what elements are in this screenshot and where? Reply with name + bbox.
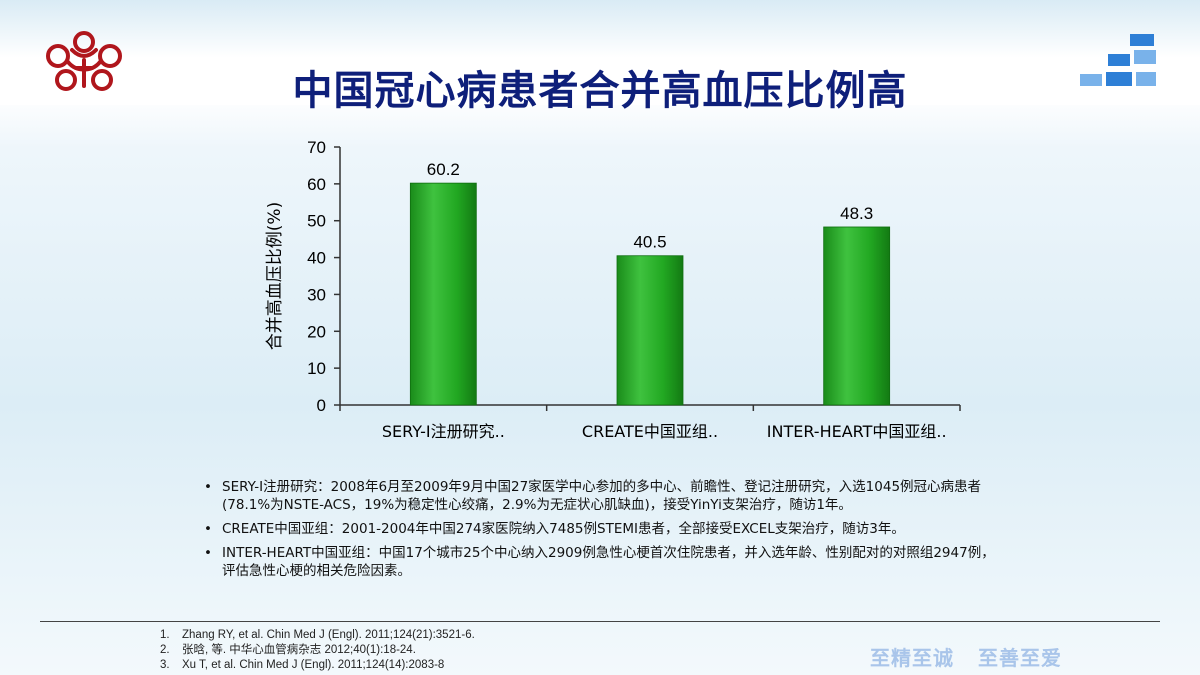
bar (616, 255, 684, 406)
reference-list: 1. Zhang RY, et al. Chin Med J (Engl). 20… (160, 628, 475, 673)
motto-part: 至善至爱 (978, 646, 1062, 670)
bar-value-label: 48.3 (840, 204, 873, 223)
motto: 至精至诚 至善至爱 (870, 642, 1062, 671)
y-axis-label: 合并高血压比例(%) (265, 202, 285, 350)
y-tick-label: 40 (307, 249, 326, 268)
reference-item: 2. 张晗, 等. 中华心血管病杂志 2012;40(1):18-24. (160, 644, 416, 656)
slide-title: 中国冠心病患者合并高血压比例高 (292, 68, 908, 114)
x-tick-label: CREATE中国亚组.. (582, 422, 718, 441)
note-item: SERY-Ⅰ注册研究：2008年6月至2009年9月中国27家医学中心参加的多中… (204, 478, 1004, 514)
decorative-blocks-icon (1080, 34, 1156, 86)
reference-item: 3. Xu T, et al. Chin Med J (Engl). 2011;1… (160, 659, 445, 671)
header-band (0, 0, 1200, 105)
bar-chart: 合并高血压比例(%) 0 10 20 30 40 50 60 70 60.2 SERY-Ⅰ注册研究.… (265, 138, 961, 441)
y-tick-label: 0 (317, 396, 326, 415)
bar-value-label: 60.2 (427, 160, 460, 179)
motto-part: 至精至诚 (870, 646, 954, 670)
bar-value-label: 40.5 (633, 233, 666, 252)
note-item: INTER-HEART中国亚组：中国17个城市25个中心纳入2909例急性心梗首… (204, 544, 1004, 580)
bar (823, 226, 891, 406)
y-tick-label: 70 (307, 138, 326, 157)
y-tick-label: 10 (307, 359, 326, 378)
study-notes: SERY-Ⅰ注册研究：2008年6月至2009年9月中国27家医学中心参加的多中… (204, 478, 1004, 586)
note-item: CREATE中国亚组：2001-2004年中国274家医院纳入7485例STEM… (204, 520, 1004, 538)
x-tick-label: INTER-HEART中国亚组.. (767, 422, 947, 441)
bar (409, 182, 477, 406)
reference-item: 1. Zhang RY, et al. Chin Med J (Engl). 20… (160, 629, 475, 641)
y-tick-label: 50 (307, 212, 326, 231)
y-tick-label: 20 (307, 322, 326, 341)
x-tick-label: SERY-Ⅰ注册研究.. (382, 422, 505, 441)
y-tick-label: 30 (307, 285, 326, 304)
divider (40, 621, 1160, 622)
y-tick-label: 60 (307, 175, 326, 194)
hospital-logo (46, 31, 122, 91)
